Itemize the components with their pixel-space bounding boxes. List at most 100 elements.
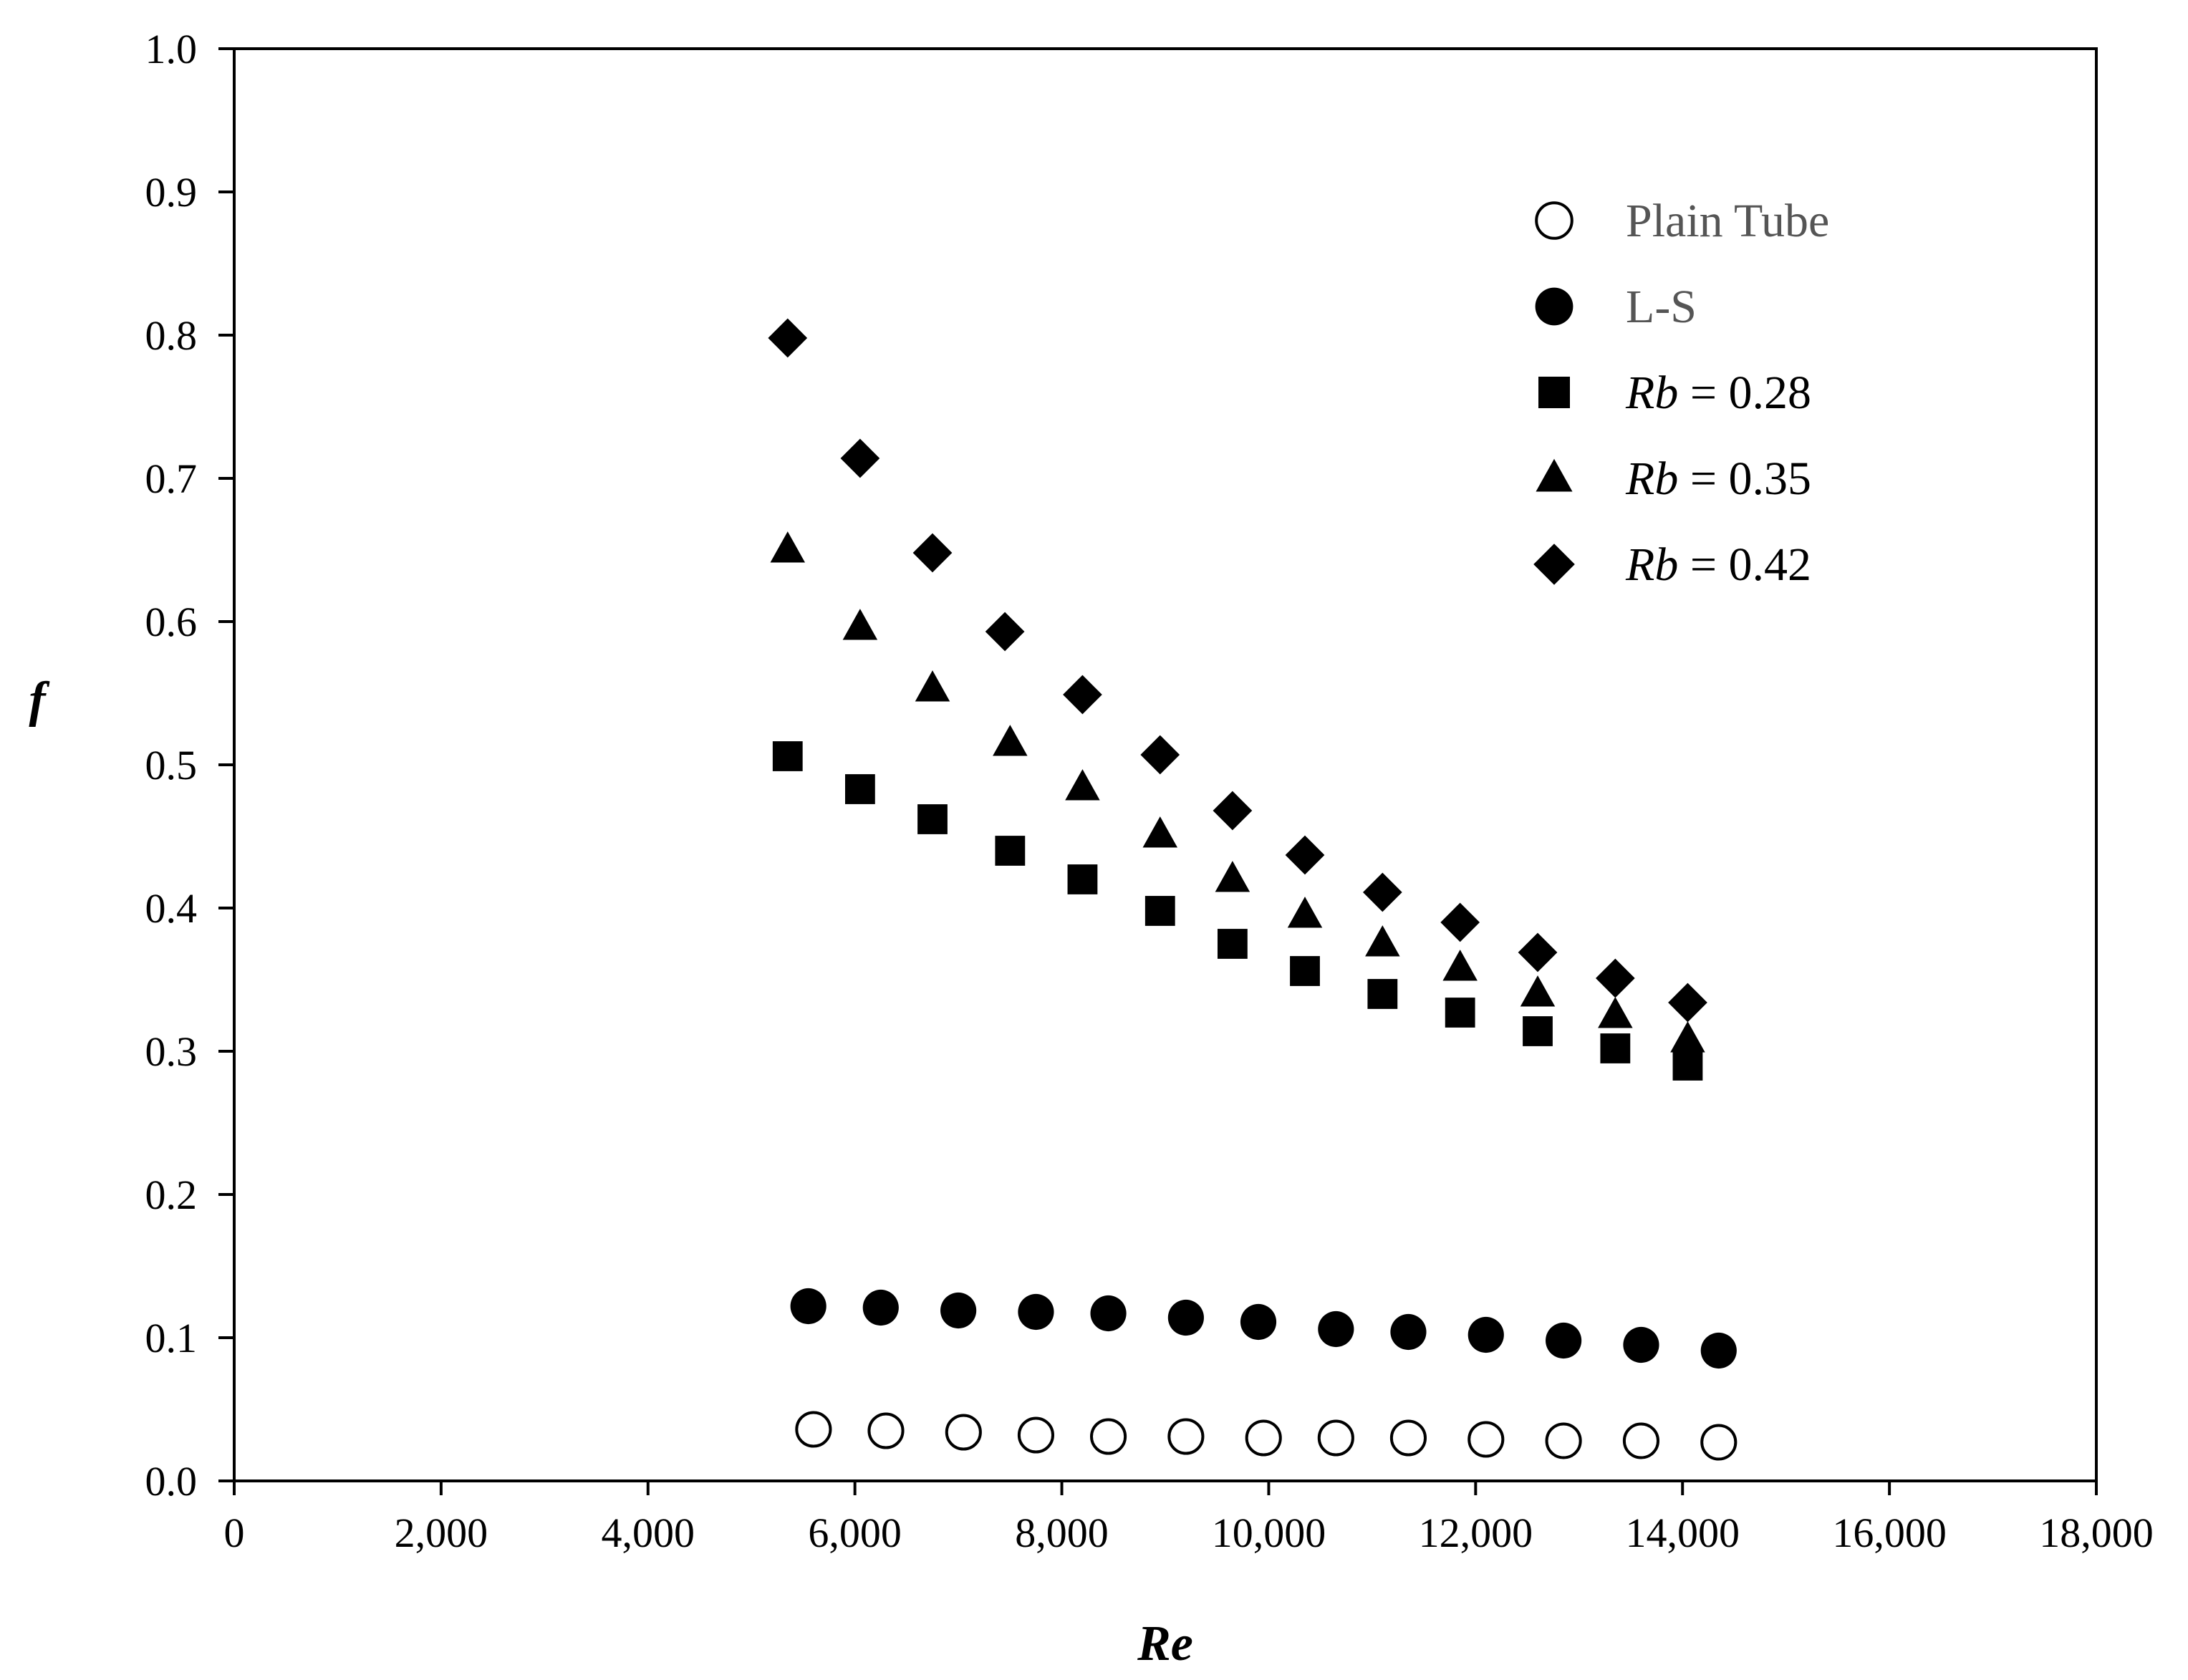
legend-item: Rb = 0.28 [1538, 367, 1811, 419]
y-tick-label: 0.1 [145, 1315, 198, 1361]
data-point-filled-circle [1240, 1303, 1277, 1341]
data-point-triangle [915, 670, 950, 702]
data-point-diamond [1285, 835, 1325, 875]
data-point-filled-circle [790, 1288, 826, 1325]
data-point-filled-circle [1090, 1295, 1127, 1332]
series-2-points [772, 741, 1703, 1081]
data-point-square [1445, 998, 1475, 1028]
x-tick-label: 10,000 [1212, 1510, 1326, 1556]
data-point-filled-circle [1318, 1310, 1354, 1348]
legend-marker-filled-circle [1535, 287, 1573, 326]
data-point-triangle [1670, 1021, 1705, 1053]
data-point-square [1144, 896, 1175, 926]
data-point-filled-circle [1167, 1299, 1204, 1336]
data-point-triangle [1442, 950, 1478, 981]
legend-item: Plain Tube [1535, 195, 1829, 247]
data-point-filled-circle [862, 1289, 899, 1326]
data-point-filled-circle [1390, 1313, 1427, 1351]
legend-label-italic: Rb [1625, 367, 1678, 419]
legend-marker-open-circle [1535, 201, 1573, 240]
data-point-open-circle [795, 1411, 832, 1448]
data-point-diamond [1362, 872, 1402, 912]
x-tick-label: 0 [224, 1510, 245, 1556]
data-point-diamond [840, 438, 880, 478]
data-point-square [1217, 929, 1248, 959]
data-point-square [1290, 956, 1320, 986]
x-tick-label: 8,000 [1015, 1510, 1109, 1556]
x-tick-label: 14,000 [1625, 1510, 1740, 1556]
legend-label-italic: Rb [1625, 453, 1678, 505]
data-point-triangle [1287, 897, 1323, 928]
data-point-open-circle [1467, 1421, 1505, 1458]
legend-label: L-S [1626, 281, 1697, 333]
legend-label-value: = 0.42 [1678, 539, 1811, 591]
data-point-square [844, 774, 875, 804]
data-point-open-circle [1700, 1424, 1738, 1461]
data-point-diamond [985, 612, 1025, 652]
data-point-open-circle [1389, 1419, 1427, 1457]
data-point-triangle [1598, 997, 1633, 1028]
data-point-open-circle [1017, 1416, 1055, 1454]
data-point-open-circle [1089, 1418, 1127, 1455]
legend-item: Rb = 0.35 [1536, 453, 1811, 505]
data-point-diamond [1213, 791, 1253, 831]
x-tick-label: 2,000 [395, 1510, 488, 1556]
series-3-points [770, 531, 1705, 1053]
x-axis-title: Re [1137, 1616, 1193, 1671]
legend-marker-diamond [1533, 544, 1575, 585]
data-point-triangle [842, 609, 878, 640]
data-point-square [1367, 979, 1398, 1009]
x-tick-label: 6,000 [808, 1510, 902, 1556]
data-points [768, 318, 1738, 1461]
data-point-square [1600, 1033, 1631, 1063]
data-point-diamond [912, 533, 953, 573]
data-point-open-circle [1317, 1419, 1354, 1457]
x-tick-label: 16,000 [1832, 1510, 1947, 1556]
data-point-triangle [1142, 816, 1178, 848]
data-point-square [917, 804, 948, 834]
data-point-square [772, 741, 803, 771]
data-point-square [1672, 1051, 1703, 1081]
data-point-triangle [770, 531, 806, 563]
data-point-square [1067, 864, 1098, 894]
data-point-triangle [1520, 975, 1556, 1007]
y-tick-label: 0.9 [145, 169, 198, 216]
data-point-diamond [768, 318, 808, 358]
y-tick-label: 0.8 [145, 312, 198, 359]
data-point-open-circle [1622, 1422, 1660, 1459]
data-point-filled-circle [1623, 1326, 1659, 1363]
data-point-diamond [1518, 932, 1558, 972]
legend-item: L-S [1535, 281, 1697, 333]
legend-label: Rb = 0.42 [1625, 539, 1811, 591]
series-0-points [795, 1411, 1738, 1461]
data-point-open-circle [1167, 1418, 1205, 1455]
data-point-filled-circle [940, 1292, 977, 1329]
legend-marker-square [1538, 377, 1570, 408]
data-point-filled-circle [1546, 1322, 1582, 1359]
y-tick-label: 0.6 [145, 599, 198, 645]
data-point-open-circle [1545, 1422, 1582, 1459]
data-point-diamond [1140, 735, 1180, 775]
legend-label: Rb = 0.28 [1625, 367, 1811, 419]
data-point-square [995, 836, 1026, 866]
legend-label-italic: Rb [1625, 539, 1678, 591]
data-point-filled-circle [1018, 1293, 1054, 1331]
legend-item: Rb = 0.42 [1533, 539, 1811, 591]
legend-marker-triangle [1536, 458, 1573, 492]
legend-label-value: = 0.28 [1678, 367, 1811, 419]
tick-labels: 0 2,000 4,000 6,000 8,000 10,000 12,000 14,000 1… [145, 26, 2154, 1556]
data-point-filled-circle [1700, 1332, 1737, 1369]
data-point-filled-circle [1467, 1316, 1504, 1353]
data-point-diamond [1595, 958, 1635, 998]
data-point-open-circle [867, 1412, 905, 1449]
axes [218, 47, 2098, 1495]
data-point-open-circle [1245, 1419, 1282, 1457]
x-tick-label: 12,000 [1419, 1510, 1533, 1556]
legend-label: Plain Tube [1626, 195, 1829, 247]
y-tick-label: 0.2 [145, 1172, 198, 1218]
data-point-open-circle [945, 1414, 982, 1451]
legend-label-value: = 0.35 [1678, 453, 1811, 505]
